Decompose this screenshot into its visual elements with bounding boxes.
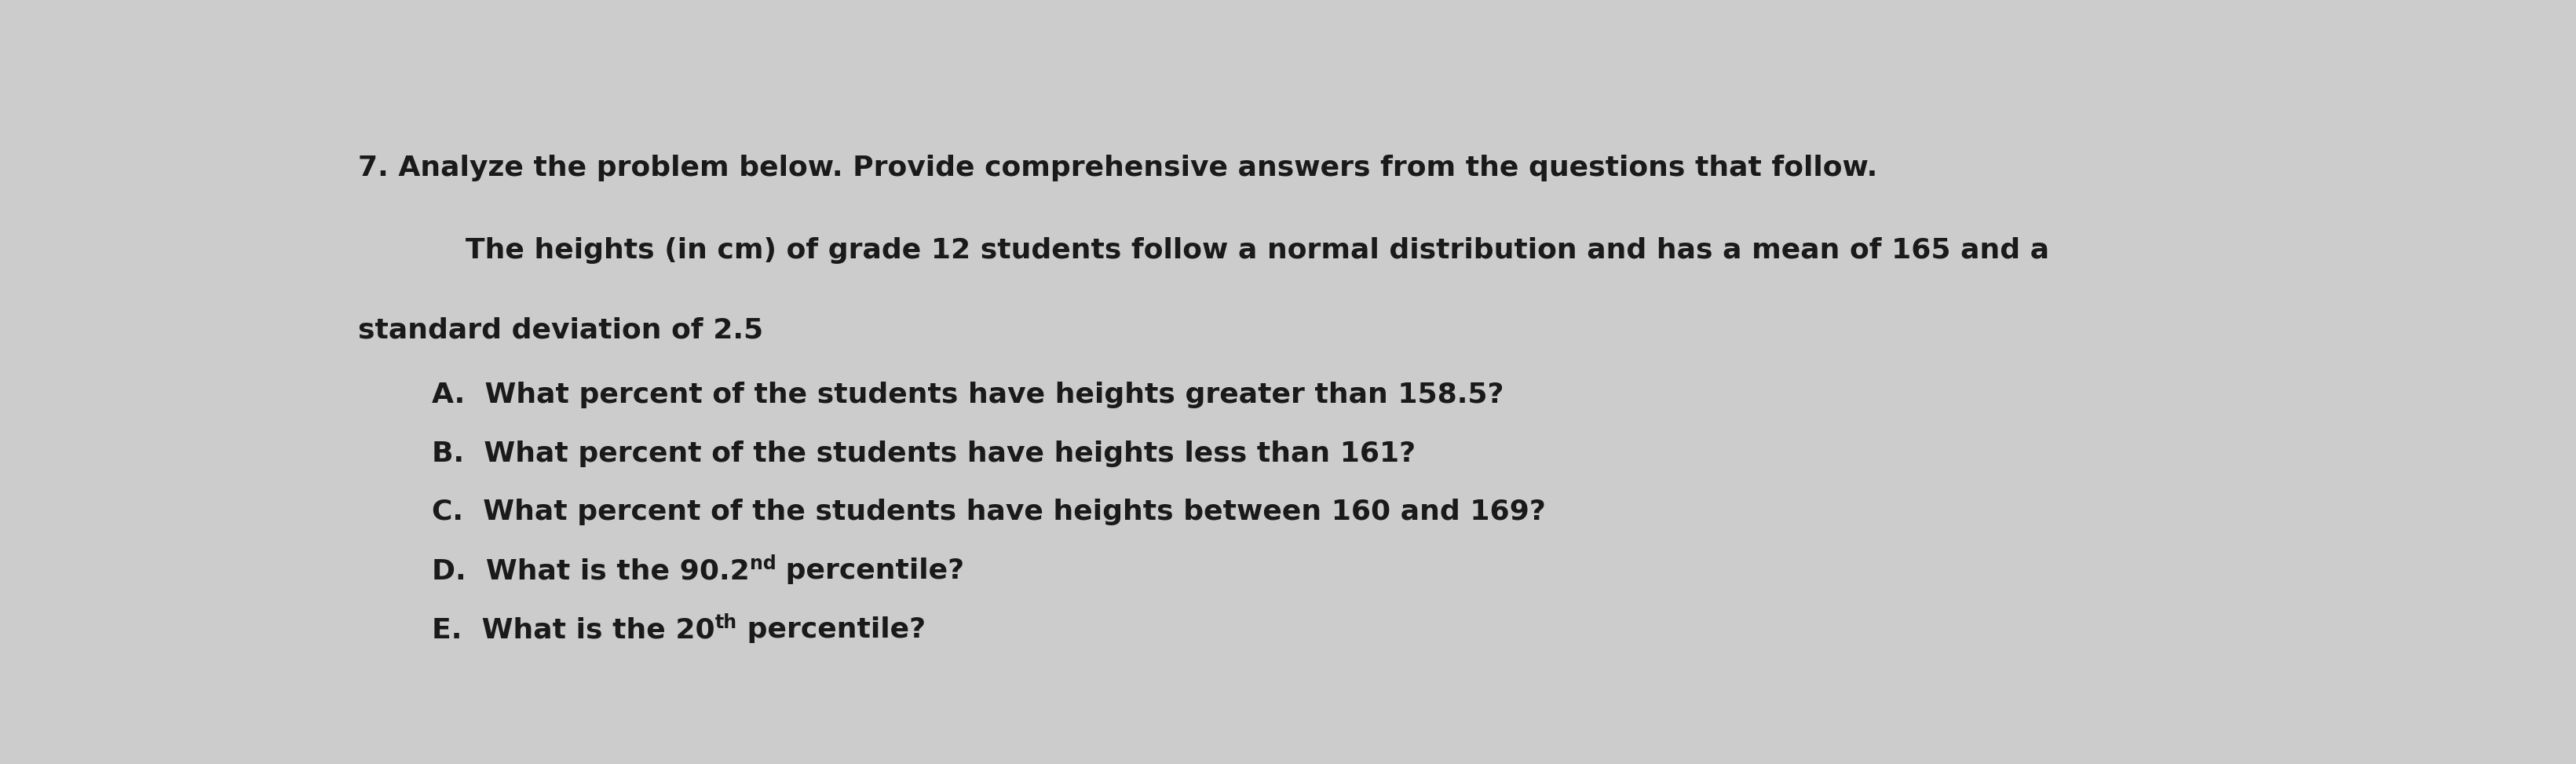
Text: D.  What is the 90.2: D. What is the 90.2: [433, 558, 750, 584]
Text: nd: nd: [750, 555, 775, 573]
Text: th: th: [716, 613, 737, 632]
Text: standard deviation of 2.5: standard deviation of 2.5: [358, 316, 762, 343]
Text: E.  What is the 20: E. What is the 20: [433, 617, 716, 643]
Text: The heights (in cm) of grade 12 students follow a normal distribution and has a : The heights (in cm) of grade 12 students…: [466, 237, 2050, 264]
Text: 7. Analyze the problem below. Provide comprehensive answers from the questions t: 7. Analyze the problem below. Provide co…: [358, 155, 1878, 182]
Text: percentile?: percentile?: [737, 617, 925, 643]
Text: percentile?: percentile?: [775, 558, 963, 584]
Text: A.  What percent of the students have heights greater than 158.5?: A. What percent of the students have hei…: [433, 381, 1504, 408]
Text: B.  What percent of the students have heights less than 161?: B. What percent of the students have hei…: [433, 440, 1417, 467]
Text: C.  What percent of the students have heights between 160 and 169?: C. What percent of the students have hei…: [433, 499, 1546, 526]
